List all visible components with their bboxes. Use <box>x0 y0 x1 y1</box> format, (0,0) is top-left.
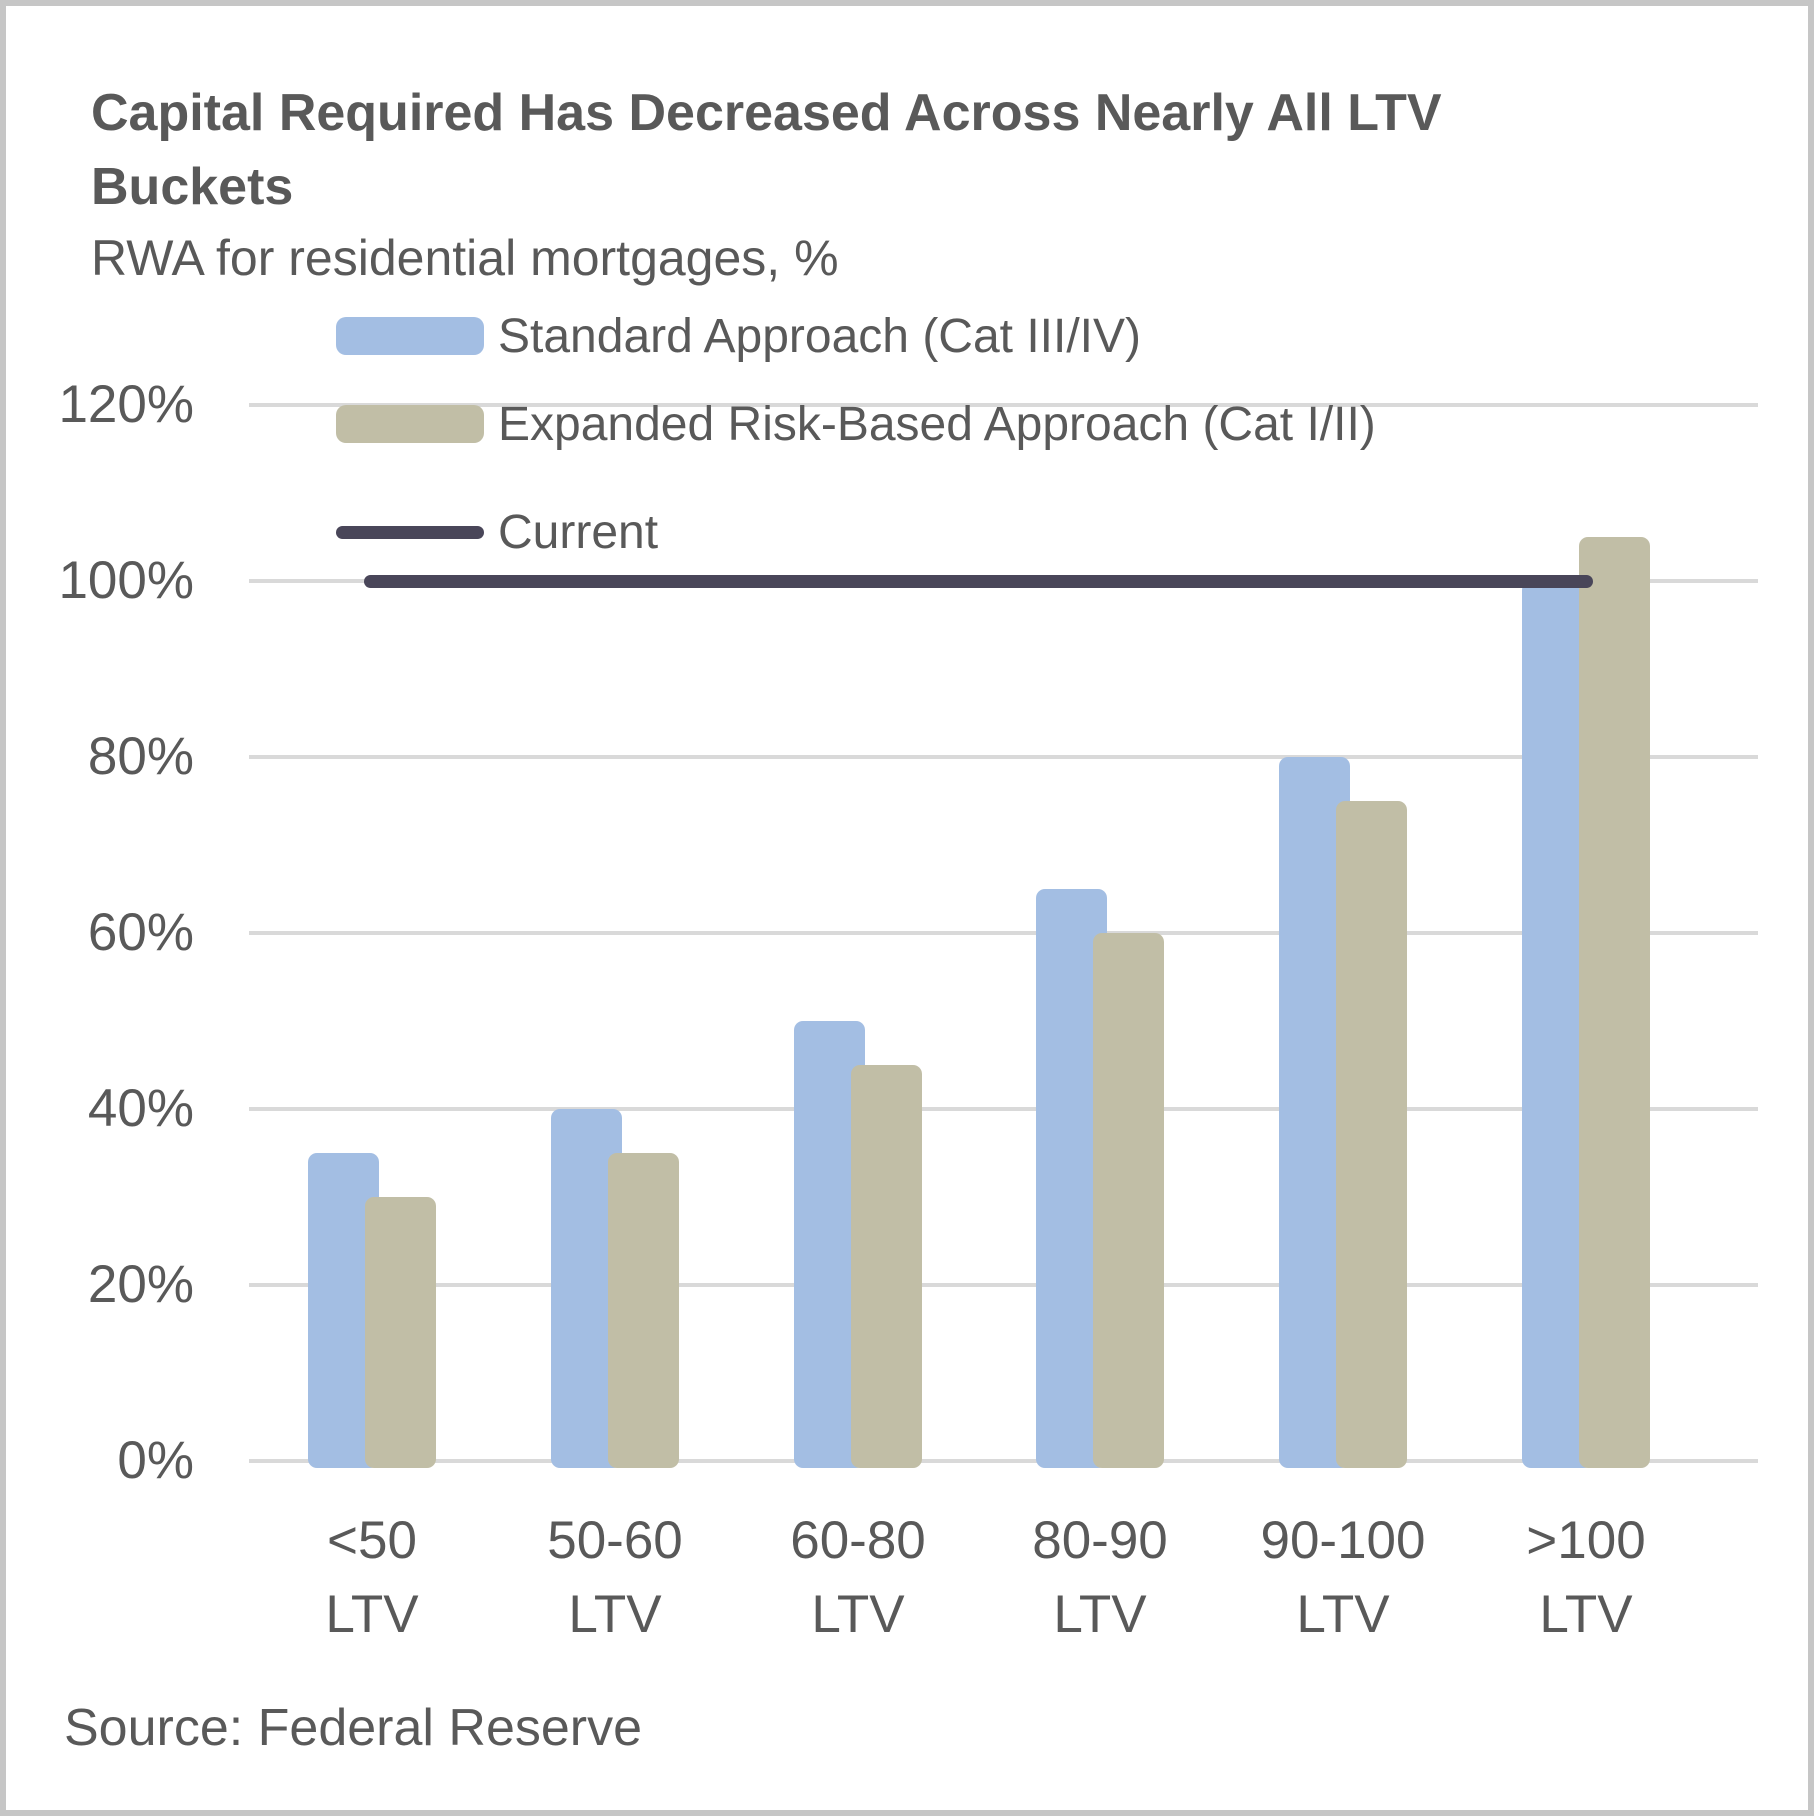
chart-title: Capital Required Has Decreased Across Ne… <box>91 84 1442 216</box>
y-axis-tick-label-0: 0% <box>117 1431 194 1490</box>
legend-item-current: Current <box>336 506 658 559</box>
y-axis-tick-label-80: 80% <box>87 727 194 786</box>
x-axis-category-label-line: 80-90 <box>1032 1511 1168 1570</box>
gridline-0 <box>249 1459 1758 1463</box>
x-axis-category-label-line: <50 <box>327 1511 417 1570</box>
gridline-80 <box>249 755 1758 759</box>
x-axis-category-label-5: >100 LTV <box>1456 1504 1716 1652</box>
bar-expanded-approach-1 <box>608 1153 679 1468</box>
x-axis-category-label-3: 80-90 LTV <box>970 1504 1230 1652</box>
y-axis-tick-label-20: 20% <box>87 1255 194 1314</box>
plot-area: 0% 20% 40% 60% 80% 100% 120% <50 LTV 50-60 LTV 60-8… <box>6 6 1808 1810</box>
x-axis-category-label-2: 60-80 LTV <box>728 1504 988 1652</box>
x-axis-category-label-0: <50 LTV <box>242 1504 502 1652</box>
x-axis-category-label-line: LTV <box>1296 1585 1390 1644</box>
x-axis-category-label-line: LTV <box>1539 1585 1633 1644</box>
x-axis-category-label-line: LTV <box>1053 1585 1147 1644</box>
source-note: Source: Federal Reserve <box>64 1699 643 1757</box>
legend-swatch-expanded-approach <box>336 405 484 443</box>
gridline-120 <box>249 403 1758 407</box>
x-axis-category-label-line: 60-80 <box>790 1511 926 1570</box>
x-axis-category-label-line: LTV <box>568 1585 662 1644</box>
bar-expanded-approach-5 <box>1579 537 1650 1468</box>
legend-item-standard-approach: Standard Approach (Cat III/IV) <box>336 310 1141 363</box>
bar-expanded-approach-0 <box>365 1197 436 1468</box>
x-axis-category-label-line: LTV <box>811 1585 905 1644</box>
legend-label-expanded-approach: Expanded Risk-Based Approach (Cat I/II) <box>498 397 1376 451</box>
gridline-60 <box>249 931 1758 935</box>
y-axis-tick-label-40: 40% <box>87 1079 194 1138</box>
x-axis-category-label-1: 50-60 LTV <box>485 1504 745 1652</box>
y-axis-tick-label-100: 100% <box>58 551 194 610</box>
y-axis-tick-label-60: 60% <box>87 903 194 962</box>
legend-label-standard-approach: Standard Approach (Cat III/IV) <box>498 309 1142 363</box>
x-axis-category-label-line: 90-100 <box>1260 1511 1426 1570</box>
x-axis-category-label-line: >100 <box>1526 1511 1646 1570</box>
legend-swatch-standard-approach <box>336 317 484 355</box>
x-axis-category-label-line: LTV <box>325 1585 419 1644</box>
legend-line-sample-current <box>336 525 484 539</box>
bar-expanded-approach-3 <box>1093 933 1164 1468</box>
bar-expanded-approach-4 <box>1336 801 1407 1468</box>
x-axis-category-label-line: 50-60 <box>547 1511 683 1570</box>
gridline-20 <box>249 1283 1758 1287</box>
legend-label-current: Current <box>498 505 659 559</box>
x-axis-category-label-4: 90-100 LTV <box>1213 1504 1473 1652</box>
bar-expanded-approach-2 <box>851 1065 922 1468</box>
current-line <box>364 574 1593 588</box>
gridline-40 <box>249 1107 1758 1111</box>
y-axis-tick-label-120: 120% <box>58 375 194 434</box>
chart-subtitle: RWA for residential mortgages, % <box>91 230 839 286</box>
legend-item-expanded-approach: Expanded Risk-Based Approach (Cat I/II) <box>336 398 1376 451</box>
